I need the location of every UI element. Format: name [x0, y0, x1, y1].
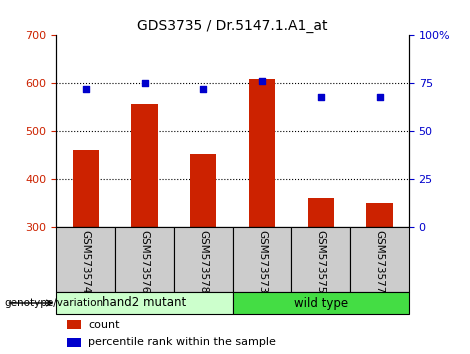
Bar	[56, 292, 233, 314]
Text: GSM573578: GSM573578	[198, 230, 208, 293]
Text: hand2 mutant: hand2 mutant	[102, 297, 187, 309]
Point	[258, 79, 266, 84]
Text: genotype/variation: genotype/variation	[5, 298, 104, 308]
Text: GSM573573: GSM573573	[257, 230, 267, 293]
Text: count: count	[88, 320, 120, 330]
Bar	[233, 227, 291, 292]
Bar	[72, 150, 99, 227]
Text: percentile rank within the sample: percentile rank within the sample	[88, 337, 276, 347]
Bar	[115, 227, 174, 292]
Bar	[233, 292, 409, 314]
Point	[199, 86, 207, 92]
Bar	[174, 227, 233, 292]
Bar	[350, 227, 409, 292]
Text: GSM573576: GSM573576	[140, 230, 149, 293]
Point	[317, 94, 324, 99]
Title: GDS3735 / Dr.5147.1.A1_at: GDS3735 / Dr.5147.1.A1_at	[137, 19, 328, 33]
Bar	[131, 104, 158, 227]
Point	[376, 94, 384, 99]
Bar	[249, 79, 275, 227]
Point	[141, 80, 149, 86]
Bar	[366, 203, 393, 227]
Bar	[190, 154, 217, 227]
Text: GSM573575: GSM573575	[316, 230, 326, 293]
Text: GSM573577: GSM573577	[375, 230, 384, 293]
Text: GSM573574: GSM573574	[81, 230, 91, 293]
Point	[82, 86, 90, 92]
Bar	[307, 198, 334, 227]
Bar	[291, 227, 350, 292]
Bar	[56, 227, 115, 292]
Bar	[67, 320, 81, 329]
Bar	[67, 338, 81, 347]
Text: wild type: wild type	[294, 297, 348, 309]
